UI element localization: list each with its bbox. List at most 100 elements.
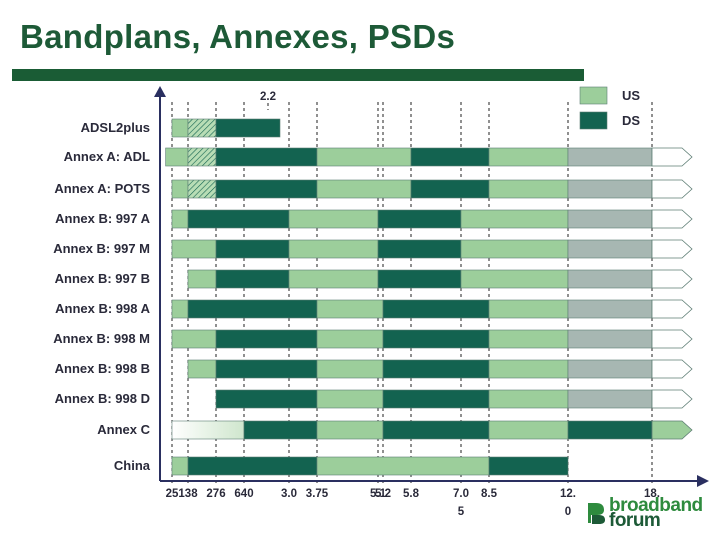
band-ds xyxy=(215,359,318,379)
band-upper xyxy=(567,179,653,199)
logo-line-2: forum xyxy=(609,510,661,531)
band-ds xyxy=(215,269,290,289)
band-upper xyxy=(567,359,653,379)
bandplan-rows: ADSL2plus Annex A: ADL Annex A: POTS Annex … xyxy=(53,118,693,476)
band-us xyxy=(460,209,569,229)
x-tick-label: 640 xyxy=(234,488,253,500)
band-ds xyxy=(187,209,290,229)
band-extension-arrow xyxy=(651,359,693,379)
band-us xyxy=(171,118,189,138)
band-ds xyxy=(377,209,462,229)
band-extension-arrow xyxy=(651,329,693,349)
band-ds xyxy=(377,269,462,289)
x-tick-label: 3.75 xyxy=(306,488,329,500)
band-ds xyxy=(215,389,318,409)
x-tick-label-continued: 0 xyxy=(565,506,571,518)
band-ds xyxy=(187,456,318,476)
band-us-hatched xyxy=(187,147,217,167)
band-ds xyxy=(382,420,490,440)
band-ds xyxy=(382,329,490,349)
logo-line-1: broadband xyxy=(609,495,703,516)
band-us xyxy=(171,299,189,319)
band-ds xyxy=(215,118,281,138)
bandplan-row-4: Annex B: 997 M xyxy=(53,239,693,259)
band-us xyxy=(460,269,569,289)
x-tick-label: 5.2 xyxy=(375,488,391,500)
band-upper xyxy=(567,329,653,349)
band-us xyxy=(171,179,189,199)
band-us xyxy=(316,456,490,476)
band-ds xyxy=(377,239,462,259)
bandplan-row-9: Annex B: 998 D xyxy=(55,389,693,409)
band-ds xyxy=(488,456,569,476)
axis-tick-labels: 25 138 276 640 3.0 3.75 5.15.2 5.8 7.0 5 8.5 12. 0 18… xyxy=(166,488,660,518)
row-label: Annex B: 997 B xyxy=(55,271,150,286)
band-us xyxy=(316,389,384,409)
title-divider xyxy=(12,69,584,81)
x-tick-label: 18. xyxy=(644,488,660,500)
row-label: Annex A: ADL xyxy=(64,149,150,164)
band-us xyxy=(171,456,189,476)
band-us xyxy=(460,239,569,259)
band-upper xyxy=(567,389,653,409)
broadband-forum-logo: broadband forum xyxy=(585,495,715,531)
band-us xyxy=(316,420,384,440)
band-us xyxy=(488,329,569,349)
x-tick-label: 138 xyxy=(178,488,198,500)
y-axis-arrow-icon xyxy=(154,86,166,97)
band-us xyxy=(187,269,217,289)
band-us xyxy=(488,179,569,199)
legend: US DS xyxy=(579,86,640,130)
frequency-axis xyxy=(154,86,709,487)
band-us xyxy=(316,179,412,199)
bandplan-row-10: Annex C xyxy=(97,420,693,440)
band-ds xyxy=(243,420,318,440)
x-tick-label: 3.0 xyxy=(281,488,297,500)
row-label: Annex B: 998 B xyxy=(55,361,150,376)
bandplan-row-0: ADSL2plus xyxy=(81,118,281,138)
x-tick-label-continued: 5 xyxy=(458,506,465,518)
page-title: Bandplans, Annexes, PSDs xyxy=(20,18,456,55)
band-us xyxy=(288,239,379,259)
x-tick-label: 7.0 xyxy=(453,488,469,500)
band-ds xyxy=(215,329,318,349)
band-upper xyxy=(567,299,653,319)
band-us xyxy=(316,329,384,349)
band-upper xyxy=(567,239,653,259)
x-tick-label: 5.8 xyxy=(403,488,420,500)
annotation-2-2: 2.2 xyxy=(260,91,276,103)
band-ds xyxy=(382,389,490,409)
x-tick-label: 25 xyxy=(166,488,179,500)
bandplan-row-3: Annex B: 997 A xyxy=(55,209,693,229)
band-extension-arrow xyxy=(651,239,693,259)
legend-swatch-us xyxy=(579,86,608,105)
band-us xyxy=(488,147,569,167)
legend-label-us: US xyxy=(622,88,640,103)
x-tick-label: 5.1 xyxy=(370,488,387,500)
band-ds xyxy=(187,299,318,319)
band-us xyxy=(171,239,217,259)
band-us xyxy=(488,299,569,319)
bandplan-row-7: Annex B: 998 M xyxy=(53,329,693,349)
legend-label-ds: DS xyxy=(622,113,640,128)
band-extension-arrow xyxy=(651,179,693,199)
broadband-forum-mark-icon xyxy=(588,503,605,524)
band-ds xyxy=(410,179,490,199)
band-us xyxy=(316,299,384,319)
band-upper xyxy=(567,147,653,167)
band-us xyxy=(288,269,379,289)
band-us xyxy=(488,389,569,409)
row-label: Annex B: 997 A xyxy=(55,211,150,226)
band-extension-arrow xyxy=(651,209,693,229)
band-ds xyxy=(382,359,490,379)
band-us-hatched xyxy=(187,118,217,138)
x-axis-arrow-icon xyxy=(697,475,709,487)
row-label: China xyxy=(114,458,151,473)
row-label: Annex B: 998 A xyxy=(55,301,150,316)
band-ds xyxy=(215,147,318,167)
band-us xyxy=(171,209,189,229)
band-us xyxy=(316,359,384,379)
band-extension-arrow xyxy=(651,269,693,289)
row-label: Annex C xyxy=(97,422,150,437)
